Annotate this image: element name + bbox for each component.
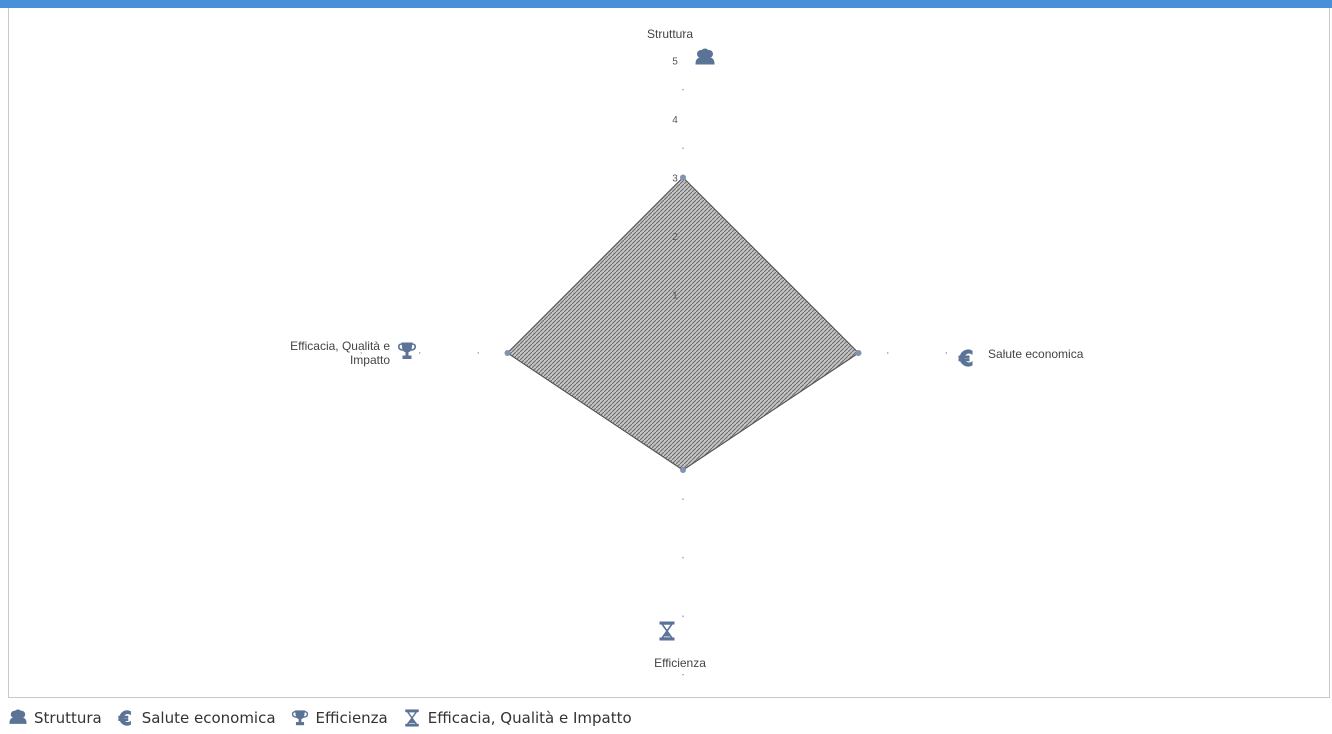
legend: Struttura Salute economica Efficienza Ef… bbox=[8, 706, 646, 730]
data-point bbox=[680, 174, 686, 181]
axis-dot bbox=[682, 30, 684, 32]
legend-label: Efficacia, Qualità e Impatto bbox=[427, 709, 632, 727]
axis-dot bbox=[682, 674, 684, 676]
axis-label-line: Efficacia, Qualità e bbox=[290, 339, 390, 353]
tick-label: 3 bbox=[672, 174, 678, 185]
tick-label: 4 bbox=[672, 115, 678, 126]
legend-label: Salute economica bbox=[141, 709, 276, 727]
axis-dot bbox=[360, 352, 362, 354]
top-accent-bar bbox=[0, 0, 1332, 8]
trophy-icon bbox=[397, 342, 417, 360]
tick-label: 5 bbox=[672, 57, 678, 68]
tick-label: 1 bbox=[672, 291, 678, 302]
trophy-icon bbox=[290, 709, 310, 727]
hourglass-icon bbox=[659, 621, 675, 641]
axis-dot bbox=[682, 498, 684, 500]
legend-item-efficienza: Efficienza bbox=[290, 709, 388, 727]
axis-label-line: Impatto bbox=[350, 353, 390, 367]
axis-dot bbox=[419, 352, 421, 354]
euro-icon bbox=[958, 349, 973, 367]
axis-label-line: Struttura bbox=[647, 27, 693, 41]
tick-label: 2 bbox=[672, 232, 678, 243]
axis-dot bbox=[887, 352, 889, 354]
legend-label: Struttura bbox=[34, 709, 102, 727]
radar-chart: 1 2 3 4 5 Struttura Salute economica Efficienza… bbox=[290, 27, 1084, 676]
axis-dot bbox=[1004, 352, 1006, 354]
axis-dot bbox=[682, 615, 684, 617]
people-group-icon bbox=[8, 709, 28, 727]
legend-label: Efficienza bbox=[315, 709, 388, 727]
euro-icon bbox=[116, 709, 136, 727]
axis-dot bbox=[682, 147, 684, 149]
data-point bbox=[855, 350, 862, 356]
axis-dot bbox=[945, 352, 947, 354]
axis-label: Efficacia, Qualità e Impatto bbox=[290, 339, 390, 367]
data-point bbox=[680, 467, 686, 473]
legend-item-struttura: Struttura bbox=[8, 709, 102, 727]
axis-label-line: Salute economica bbox=[988, 347, 1084, 361]
axis-label-line: Efficienza bbox=[654, 656, 706, 670]
axis-dot bbox=[682, 557, 684, 559]
axis-dot bbox=[682, 89, 684, 91]
hourglass-icon bbox=[402, 709, 422, 727]
axis-dot bbox=[477, 352, 479, 354]
axis-label: Salute economica bbox=[988, 347, 1084, 361]
legend-item-salute-economica: Salute economica bbox=[116, 709, 276, 727]
series-area bbox=[506, 176, 860, 471]
legend-item-efficacia: Efficacia, Qualità e Impatto bbox=[402, 709, 632, 727]
axis-label: Efficienza bbox=[654, 656, 706, 670]
people-group-icon bbox=[695, 48, 715, 65]
data-point bbox=[504, 350, 511, 356]
axis-label: Struttura bbox=[647, 27, 693, 41]
chart-frame bbox=[8, 8, 1330, 698]
